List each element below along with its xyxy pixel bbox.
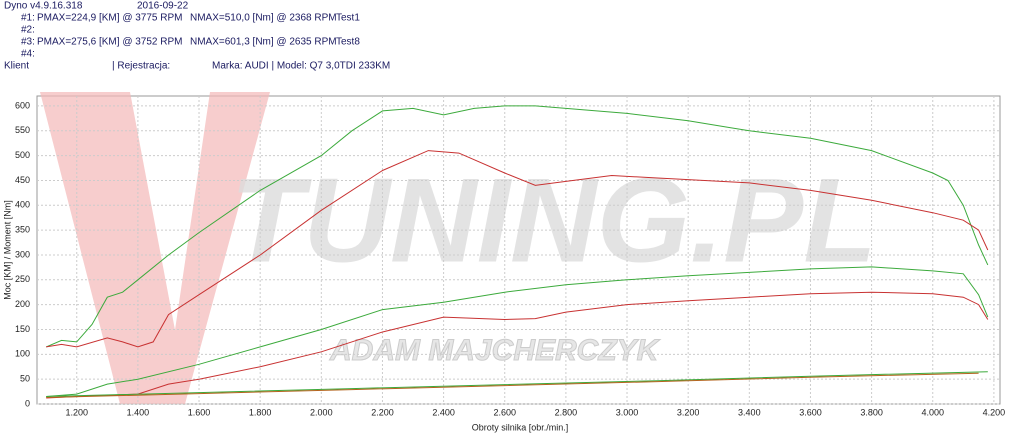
y-tick-label: 550 — [15, 125, 30, 135]
curve — [46, 371, 988, 397]
run-pmax: PMAX=224,9 [KM] @ 3775 RPM — [37, 13, 183, 24]
y-tick-label: 400 — [15, 200, 30, 210]
run-test: Test1 — [336, 13, 360, 24]
y-tick-label: 200 — [15, 299, 30, 309]
x-axis-label: Obroty silnika [obr./min.] — [472, 422, 569, 432]
x-tick-label: 3.400 — [738, 407, 761, 417]
run-nmax: NMAX=510,0 [Nm] @ 2368 RPM — [190, 13, 337, 24]
run-id: #3: — [21, 37, 35, 48]
watermark-sub: ADAM MAJCHERCZYK — [329, 334, 661, 367]
y-axis-label: Moc [KM] / Moment [Nm] — [2, 200, 12, 300]
x-tick-label: 3.600 — [799, 407, 822, 417]
x-tick-label: 4.000 — [921, 407, 944, 417]
x-tick-label: 4.200 — [983, 407, 1006, 417]
x-tick-label: 1.600 — [188, 407, 211, 417]
x-tick-label: 2.600 — [493, 407, 516, 417]
y-tick-label: 100 — [15, 349, 30, 359]
curve — [46, 291, 989, 399]
y-tick-label: 500 — [15, 150, 30, 160]
x-tick-label: 3.200 — [677, 407, 700, 417]
y-tick-label: 350 — [15, 225, 30, 235]
watermark-v — [40, 92, 270, 404]
watermark: TUNING.PL — [230, 154, 877, 288]
curve — [46, 150, 989, 348]
x-tick-label: 2.000 — [310, 407, 333, 417]
y-tick-label: 450 — [15, 175, 30, 185]
x-tick-label: 1.200 — [65, 407, 88, 417]
client: Klient — [4, 61, 29, 72]
y-tick-label: 600 — [15, 100, 30, 110]
vehicle: Marka: AUDI | Model: Q7 3,0TDI 233KM — [212, 61, 390, 72]
run-id: #1: — [21, 13, 35, 24]
run-pmax: PMAX=275,6 [KM] @ 3752 RPM — [37, 37, 183, 48]
x-tick-label: 1.800 — [249, 407, 272, 417]
x-tick-label: 3.800 — [860, 407, 883, 417]
x-tick-label: 1.400 — [127, 407, 150, 417]
y-tick-label: 300 — [15, 249, 30, 259]
x-tick-label: 2.200 — [371, 407, 394, 417]
registration: | Rejestracja: — [112, 61, 170, 72]
y-tick-label: 250 — [15, 274, 30, 284]
curve — [46, 372, 979, 398]
run-id: #2: — [21, 25, 35, 36]
y-tick-label: 50 — [20, 374, 30, 384]
x-tick-label: 2.800 — [555, 407, 578, 417]
run-id: #4: — [21, 49, 35, 60]
x-tick-label: 3.000 — [616, 407, 639, 417]
run-test: Test8 — [336, 37, 360, 48]
software: Dyno v4.9.16.318 — [4, 1, 83, 12]
date: 2016-09-22 — [137, 1, 189, 12]
x-tick-label: 2.400 — [432, 407, 455, 417]
run-nmax: NMAX=601,3 [Nm] @ 2635 RPM — [190, 37, 337, 48]
y-tick-label: 0 — [25, 398, 30, 408]
curve — [46, 266, 989, 397]
curve — [46, 105, 989, 348]
y-tick-label: 150 — [15, 324, 30, 334]
